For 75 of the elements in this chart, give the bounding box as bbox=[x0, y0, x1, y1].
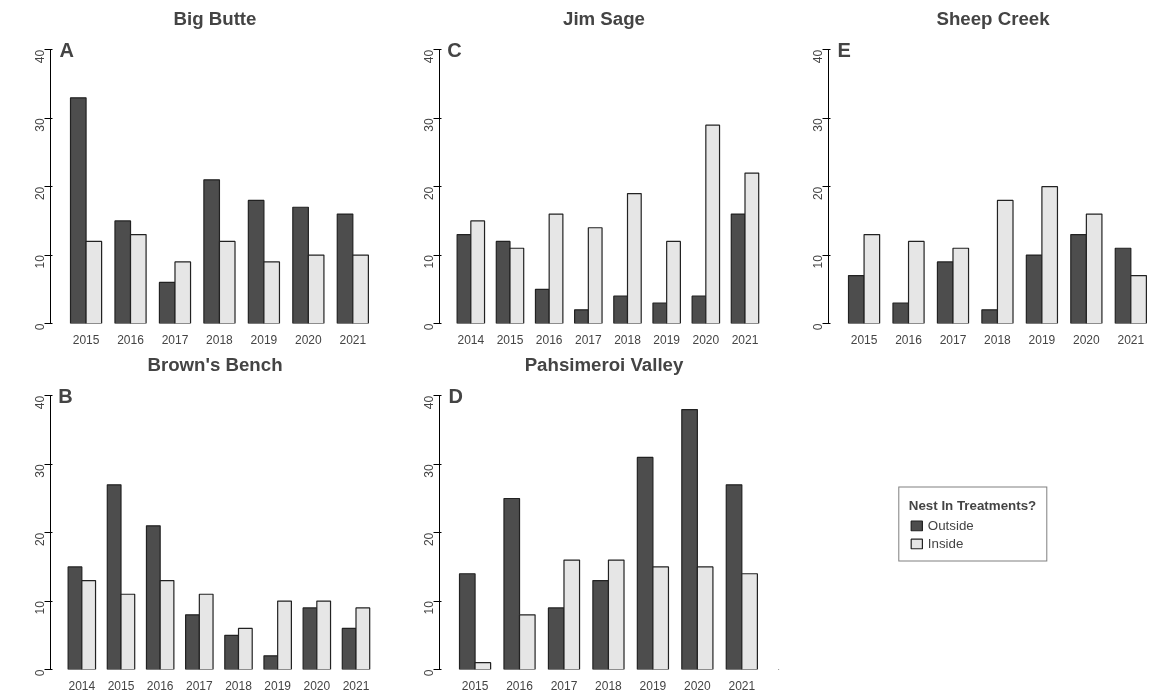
y-tick-label: 0 bbox=[811, 323, 825, 331]
y-tick-label: 30 bbox=[33, 463, 47, 478]
x-tick-label: 2018 bbox=[206, 332, 234, 347]
x-tick-label: 2020 bbox=[692, 332, 720, 347]
legend-label: Outside bbox=[927, 517, 974, 533]
x-tick-label: 2015 bbox=[850, 332, 878, 347]
x-tick-label: 2018 bbox=[225, 678, 253, 693]
x-tick-label: 2017 bbox=[574, 332, 603, 347]
x-tick-label: 2015 bbox=[496, 332, 524, 347]
y-tick-label: 30 bbox=[422, 463, 436, 478]
y-tick-label: 20 bbox=[33, 186, 47, 201]
y-tick-label: 40 bbox=[422, 49, 436, 64]
legend-title: Nest In Treatments? bbox=[908, 497, 1037, 513]
y-tick-label: 10 bbox=[33, 254, 47, 269]
y-tick-label: 30 bbox=[33, 117, 47, 132]
annotation: D bbox=[448, 384, 463, 407]
y-tick-label: 10 bbox=[811, 254, 825, 269]
x-tick-label: 2018 bbox=[984, 332, 1012, 347]
y-tick-label: 20 bbox=[33, 532, 47, 547]
y-tick-label: 20 bbox=[811, 186, 825, 201]
chart-title: Big Butte bbox=[173, 7, 257, 29]
y-tick-label: 20 bbox=[422, 532, 436, 547]
y-tick-label: 30 bbox=[811, 117, 825, 132]
x-tick-label: 2021 bbox=[731, 332, 759, 347]
y-tick-label: 40 bbox=[33, 395, 47, 410]
x-tick-label: 2016 bbox=[117, 332, 145, 347]
annotation: C bbox=[447, 38, 462, 61]
x-tick-label: 2020 bbox=[303, 678, 331, 693]
x-tick-label: 2016 bbox=[506, 678, 534, 693]
x-tick-label: 2020 bbox=[684, 678, 712, 693]
x-tick-label: 2015 bbox=[107, 678, 135, 693]
x-tick-label: 2017 bbox=[939, 332, 967, 347]
x-tick-label: 2016 bbox=[146, 678, 174, 693]
y-tick-label: 10 bbox=[33, 600, 47, 615]
x-tick-label: 2014 bbox=[68, 678, 96, 693]
x-tick-label: 2017 bbox=[161, 332, 189, 347]
x-tick-label: 2020 bbox=[1073, 332, 1101, 347]
chart-title: Pahsimeroi Valley bbox=[524, 353, 684, 375]
y-tick-label: 0 bbox=[33, 669, 47, 677]
y-tick-label: 0 bbox=[422, 323, 436, 331]
x-tick-label: 2019 bbox=[1028, 332, 1056, 347]
x-tick-label: 2016 bbox=[895, 332, 923, 347]
x-tick-label: 2021 bbox=[728, 678, 756, 693]
x-tick-label: 2015 bbox=[461, 678, 489, 693]
y-tick-label: 20 bbox=[422, 186, 436, 201]
y-tick-label: 10 bbox=[422, 600, 436, 615]
x-tick-label: 2021 bbox=[339, 332, 367, 347]
x-tick-label: 2016 bbox=[535, 332, 563, 347]
y-tick-label: 0 bbox=[422, 669, 436, 677]
x-tick-label: 2017 bbox=[550, 678, 578, 693]
chart-title: Jim Sage bbox=[563, 7, 645, 29]
x-tick-label: 2015 bbox=[72, 332, 100, 347]
x-tick-label: 2014 bbox=[457, 332, 485, 347]
x-tick-label: 2019 bbox=[250, 332, 278, 347]
x-tick-label: 2019 bbox=[639, 678, 667, 693]
legend-label: Inside bbox=[927, 535, 964, 551]
y-tick-label: 30 bbox=[422, 117, 436, 132]
x-tick-label: 2018 bbox=[595, 678, 623, 693]
y-tick-label: 40 bbox=[422, 395, 436, 410]
annotation: A bbox=[59, 38, 74, 61]
x-tick-label: 2019 bbox=[653, 332, 681, 347]
y-tick-label: 0 bbox=[33, 323, 47, 331]
y-tick-label: 10 bbox=[422, 254, 436, 269]
x-tick-label: 2017 bbox=[185, 678, 214, 693]
chart-title: Sheep Creek bbox=[936, 7, 1051, 29]
y-tick-label: 40 bbox=[33, 49, 47, 64]
annotation: B bbox=[58, 384, 73, 407]
x-tick-label: 2020 bbox=[295, 332, 323, 347]
chart-title: Brown's Bench bbox=[147, 353, 283, 375]
x-tick-label: 2021 bbox=[342, 678, 370, 693]
x-tick-label: 2019 bbox=[264, 678, 292, 693]
x-tick-label: 2021 bbox=[1117, 332, 1145, 347]
y-tick-label: 40 bbox=[811, 49, 825, 64]
x-tick-label: 2018 bbox=[614, 332, 642, 347]
annotation: E bbox=[837, 38, 851, 61]
